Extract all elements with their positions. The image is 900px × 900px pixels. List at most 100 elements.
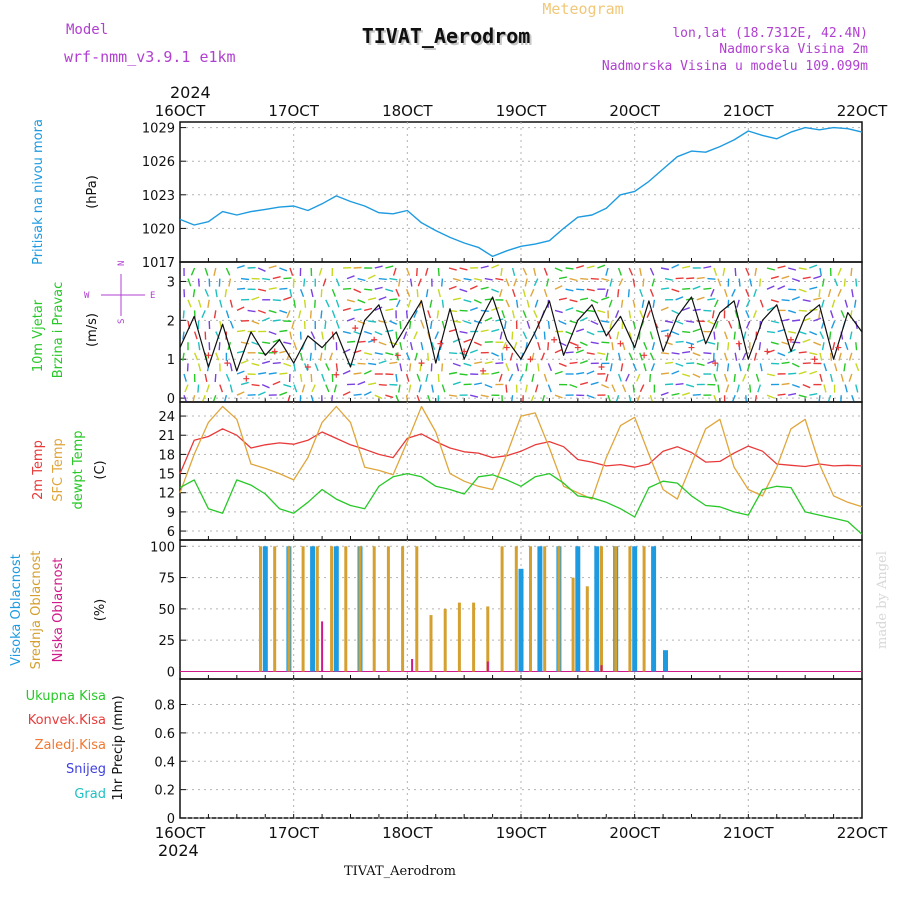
wind-barb [303, 299, 307, 308]
wind-barb [809, 286, 818, 290]
wind-barb [554, 285, 563, 290]
wind-barb [448, 352, 458, 355]
wind-barb [696, 338, 705, 343]
wind-barb [434, 331, 440, 340]
wind-barb [703, 309, 712, 312]
wind-barb [798, 394, 807, 398]
wind-marker [418, 360, 425, 367]
wind-barb [474, 361, 483, 365]
wind-barb [813, 341, 822, 346]
wind-barb [798, 351, 807, 354]
wind-barb [289, 267, 294, 276]
bottom-time-label: 18OCT [382, 824, 433, 842]
wind-barb [754, 267, 758, 277]
wind-barb [342, 370, 351, 375]
panel-frame [179, 401, 863, 541]
wind-barb [206, 384, 210, 393]
cloud-panel: Visoka Oblacnost Srednja Oblacnost Niska… [9, 539, 863, 680]
y-tick-label: 0.8 [154, 699, 175, 714]
wind-barb [681, 373, 691, 377]
wind-barb [378, 341, 387, 346]
wind-barb [590, 299, 599, 304]
wind-barb [283, 341, 292, 345]
wind-barb [819, 331, 825, 340]
wind-barb [480, 265, 489, 269]
wind-barb [320, 289, 323, 298]
wind-barb [283, 362, 292, 367]
section-label: Meteogram [542, 0, 623, 18]
wind-barb [554, 309, 563, 314]
wind-barb [499, 288, 503, 298]
wind-barb [328, 352, 334, 361]
wind-barb [418, 384, 422, 393]
wind-barb [262, 277, 271, 281]
wind-barb [746, 363, 751, 372]
wind-barb [491, 264, 500, 269]
wind-barb [766, 285, 775, 290]
y-tick-label: 12 [158, 487, 175, 502]
wind-barb [431, 341, 436, 350]
cloud-bar [663, 650, 668, 672]
wind-barb [569, 320, 578, 324]
wind-barb [819, 267, 822, 277]
wind-barb [389, 361, 398, 365]
wind-barb [318, 267, 323, 276]
wind-barb [500, 267, 503, 276]
wind-barb [788, 372, 797, 375]
wind-barb [229, 363, 233, 372]
wind-barb [601, 277, 610, 282]
wind-barb [844, 341, 849, 351]
cloud-bar [358, 546, 362, 672]
wind-barb [437, 289, 441, 298]
wind-barb [753, 352, 758, 361]
wind-barb [293, 299, 296, 308]
wind-barb [292, 278, 295, 287]
wind-barb [759, 278, 762, 287]
wind-barb [601, 341, 610, 344]
wind-barb [639, 310, 644, 319]
wind-barb [609, 278, 613, 287]
wind-barb [809, 264, 818, 269]
wind-barb [819, 373, 823, 382]
wind-marker [333, 371, 340, 378]
wind-barb [829, 310, 834, 319]
wind-barb [257, 267, 266, 272]
y-tick-label: 21 [158, 429, 175, 444]
wind-barb [236, 264, 245, 269]
wind-barb [425, 289, 429, 298]
wind-barb [395, 299, 401, 308]
wind-barb [745, 288, 750, 297]
page-title: TIVAT_Aerodrom [364, 26, 533, 50]
wind-barb [554, 267, 563, 272]
y-tick-label: 1017 [142, 256, 175, 271]
wind-barb [279, 309, 288, 314]
wind-barb [240, 277, 250, 281]
cloud-bar [411, 659, 414, 672]
wind-barb [777, 285, 786, 290]
y-tick-label: 24 [158, 410, 175, 425]
model-label: Model [66, 22, 108, 38]
wind-barb [236, 306, 245, 312]
wind-barb [207, 299, 210, 308]
wind-barb [766, 349, 775, 354]
wind-barb [364, 307, 373, 312]
wind-barb [417, 278, 422, 287]
pressure-unit: (hPa) [85, 175, 100, 209]
wind-barb [537, 341, 541, 351]
temp-line-sfc-temp [179, 405, 863, 508]
wind-barb [268, 287, 277, 290]
cloud-bar [632, 546, 638, 672]
wind-barb [632, 278, 636, 287]
wind-barb [829, 373, 834, 382]
wind-barb [643, 341, 648, 350]
wind-barb [441, 384, 446, 393]
wind-barb [759, 363, 763, 372]
wind-barb [802, 299, 811, 302]
wind-barb [389, 298, 398, 301]
wind-barb [342, 287, 352, 290]
wind-barb [441, 363, 444, 372]
wind-barb [642, 278, 645, 287]
wind-marker [712, 360, 719, 367]
wind-barb [682, 330, 691, 334]
wind-barb [586, 352, 595, 355]
